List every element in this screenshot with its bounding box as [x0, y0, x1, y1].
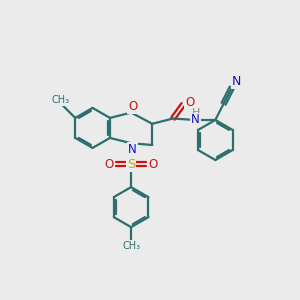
Text: H: H: [191, 109, 200, 118]
Text: N: N: [191, 113, 200, 127]
Text: O: O: [148, 158, 158, 171]
Text: O: O: [128, 100, 137, 112]
Text: CH₃: CH₃: [122, 241, 140, 251]
Text: O: O: [105, 158, 114, 171]
Text: O: O: [185, 95, 194, 109]
Text: S: S: [127, 158, 135, 171]
Text: N: N: [232, 75, 241, 88]
Text: N: N: [128, 143, 137, 156]
Text: CH₃: CH₃: [52, 95, 70, 105]
